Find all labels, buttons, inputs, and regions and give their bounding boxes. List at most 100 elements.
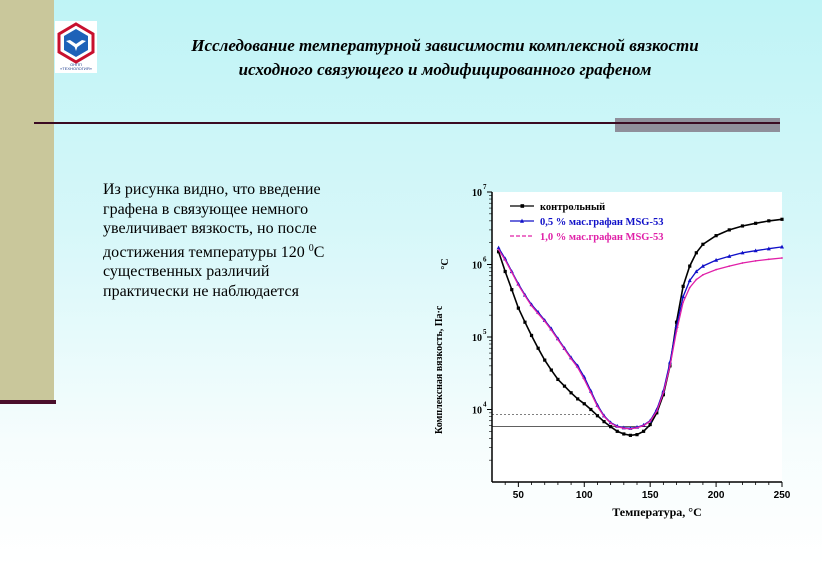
- left-band-underline: [0, 400, 56, 404]
- data-point: [556, 377, 560, 382]
- data-point: [754, 260, 757, 262]
- body-line: Из рисунка видно, что введение: [103, 181, 321, 198]
- data-point: [496, 250, 501, 254]
- data-point: [582, 402, 586, 406]
- data-point: [675, 330, 678, 333]
- data-point: [655, 411, 659, 415]
- data-point: [622, 427, 625, 430]
- data-point: [583, 378, 586, 381]
- y-axis-label: Комплексная вязкость, Па·с: [434, 305, 445, 434]
- bird-in-hexagon-logo-icon: [57, 22, 95, 64]
- data-point: [530, 304, 533, 307]
- data-point: [629, 428, 632, 430]
- data-point: [570, 357, 572, 360]
- data-point: [615, 429, 619, 433]
- x-tick-label: 200: [708, 490, 725, 501]
- data-point: [753, 248, 758, 253]
- data-point: [674, 320, 679, 324]
- data-point: [767, 258, 770, 261]
- logo: [55, 21, 97, 73]
- legend-label: 1,0 % мас.графан MSG-53: [540, 232, 663, 243]
- y-tick-label: 10: [472, 188, 482, 199]
- data-point: [576, 366, 579, 369]
- data-point: [536, 346, 540, 350]
- data-point: [569, 391, 573, 395]
- data-point: [688, 264, 692, 268]
- data-point: [727, 254, 732, 258]
- data-point: [780, 217, 784, 221]
- data-point: [543, 358, 547, 362]
- y-tick-exponent: 5: [483, 328, 487, 336]
- y-tick-exponent: 6: [483, 256, 487, 264]
- data-point: [662, 391, 665, 394]
- body-line: графена в связующее немного: [103, 200, 309, 218]
- data-point: [754, 221, 758, 225]
- data-point: [496, 245, 501, 250]
- data-point: [524, 294, 526, 297]
- title-line-1: Исследование температурной зависимости к…: [191, 36, 699, 55]
- data-point: [694, 251, 698, 255]
- y-tick-label: 10: [472, 261, 482, 272]
- data-point: [516, 306, 520, 310]
- x-tick-label: 50: [513, 490, 525, 501]
- data-point: [682, 301, 685, 304]
- legend-label: контрольный: [540, 202, 605, 213]
- body-line-4-unit: С: [313, 243, 325, 261]
- data-point: [681, 284, 685, 288]
- data-point: [635, 433, 639, 437]
- title-rule-accent: [615, 118, 780, 132]
- data-point: [715, 268, 717, 271]
- data-point: [702, 273, 704, 276]
- body-line: практически не наблюдается: [103, 282, 299, 300]
- data-point: [700, 263, 705, 268]
- data-point: [563, 348, 566, 351]
- data-point: [701, 242, 705, 246]
- x-axis-label: Температура, °С: [612, 505, 702, 519]
- data-point: [517, 284, 520, 286]
- data-point: [576, 397, 580, 401]
- data-point: [628, 433, 633, 437]
- body-line: увеличивает вязкость, но после: [103, 220, 317, 237]
- data-point: [503, 269, 507, 274]
- legend-marker: [520, 204, 525, 208]
- degree-superscript: 0: [308, 242, 314, 254]
- data-point: [562, 384, 567, 388]
- data-point: [557, 338, 559, 341]
- data-point: [529, 333, 534, 338]
- data-point: [642, 424, 645, 427]
- data-point: [523, 320, 527, 324]
- y-axis-unit-label: °С: [440, 258, 451, 269]
- title-rule: [34, 122, 780, 124]
- data-point: [649, 420, 652, 423]
- data-point: [766, 246, 771, 251]
- data-point: [740, 224, 745, 228]
- data-point: [550, 329, 553, 331]
- body-text: Из рисунка видно, что введение графена в…: [103, 180, 393, 301]
- data-point: [767, 219, 771, 223]
- y-tick-label: 10: [472, 333, 482, 344]
- title-line-2: исходного связующего и модифицированного…: [238, 60, 652, 79]
- data-point: [688, 286, 691, 289]
- data-point: [695, 278, 698, 281]
- data-point: [687, 278, 692, 283]
- data-point: [589, 391, 592, 394]
- data-point: [603, 415, 605, 418]
- data-point: [669, 364, 671, 367]
- data-point: [516, 281, 521, 286]
- y-tick-exponent: 7: [483, 183, 487, 191]
- y-tick-label: 10: [472, 406, 482, 417]
- series-line: [498, 249, 783, 430]
- body-line: существенных различий: [103, 263, 270, 280]
- data-point: [636, 426, 638, 429]
- data-point: [543, 320, 546, 323]
- legend-label: 0,5 % мас.графан MSG-53: [540, 217, 663, 228]
- data-point: [727, 228, 731, 232]
- left-decorative-band: [0, 0, 54, 403]
- data-point: [602, 420, 606, 424]
- x-tick-label: 250: [774, 490, 791, 501]
- legend-marker: [520, 218, 524, 223]
- data-point: [648, 422, 652, 427]
- data-point: [641, 429, 646, 433]
- data-point: [714, 234, 718, 238]
